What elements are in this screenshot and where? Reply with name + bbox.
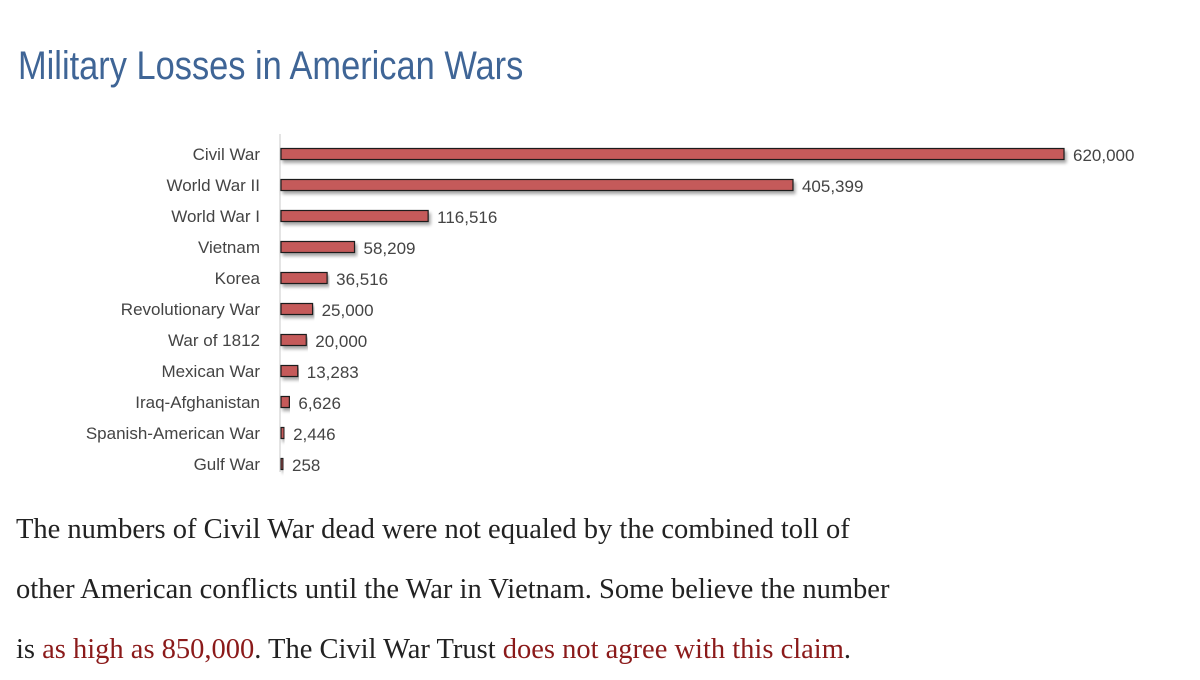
bar-vietnam [280,240,356,254]
paragraph-line-3-start: is [16,634,43,665]
bar-world-war-ii [280,178,794,192]
category-label-revolutionary-war: Revolutionary War [121,300,261,319]
bar-korea [280,271,328,285]
bar-chart-svg: Civil War 620,000 World War II 405,399 World… [86,134,1134,475]
value-label-revolutionary-war: 25,000 [322,301,374,320]
bar-revolutionary-war [280,302,314,316]
category-label-iraq-afghanistan: Iraq-Afghanistan [135,393,260,412]
value-label-mexican-war: 13,283 [307,363,359,382]
value-label-world-war-ii: 405,399 [802,177,863,196]
value-label-iraq-afghanistan: 6,626 [298,394,341,413]
value-label-civil-war: 620,000 [1073,146,1134,165]
bar-civil-war [280,147,1065,161]
category-label-civil-war: Civil War [193,145,261,164]
paragraph-line-2: other American conflicts until the War i… [16,574,890,605]
value-label-world-war-i: 116,516 [437,208,497,227]
category-label-vietnam: Vietnam [198,238,260,257]
value-label-korea: 36,516 [336,270,388,289]
value-label-vietnam: 58,209 [364,239,416,258]
category-label-spanish-american-war: Spanish-American War [86,424,260,443]
value-label-war-of-1812: 20,000 [315,332,367,351]
category-label-world-war-i: World War I [171,207,260,226]
description-paragraph: The numbers of Civil War dead were not e… [16,500,1191,680]
bar-mexican-war [280,364,299,378]
paragraph-line-3-middle: . The Civil War Trust [254,634,503,665]
page-title: Military Losses in American Wars [18,44,524,88]
category-label-gulf-war: Gulf War [194,455,261,474]
category-label-korea: Korea [215,269,261,288]
as-high-as-link[interactable]: as high as 850,000 [42,634,255,665]
paragraph-line-1: The numbers of Civil War dead were not e… [16,514,850,545]
paragraph-line-3-end: . [843,634,851,665]
category-label-war-of-1812: War of 1812 [168,331,260,350]
value-label-spanish-american-war: 2,446 [293,425,336,444]
bar-war-of-1812 [280,333,307,347]
does-not-agree-link[interactable]: does not agree with this claim [502,634,844,665]
bar-iraq-afghanistan [280,395,290,409]
bar-world-war-i [280,209,429,223]
value-label-gulf-war: 258 [292,456,320,475]
bar-chart: Civil War 620,000 World War II 405,399 World… [0,120,1200,490]
category-label-world-war-ii: World War II [166,176,260,195]
bar-spanish-american-war [280,426,285,440]
bar-gulf-war [280,457,284,471]
category-label-mexican-war: Mexican War [161,362,260,381]
